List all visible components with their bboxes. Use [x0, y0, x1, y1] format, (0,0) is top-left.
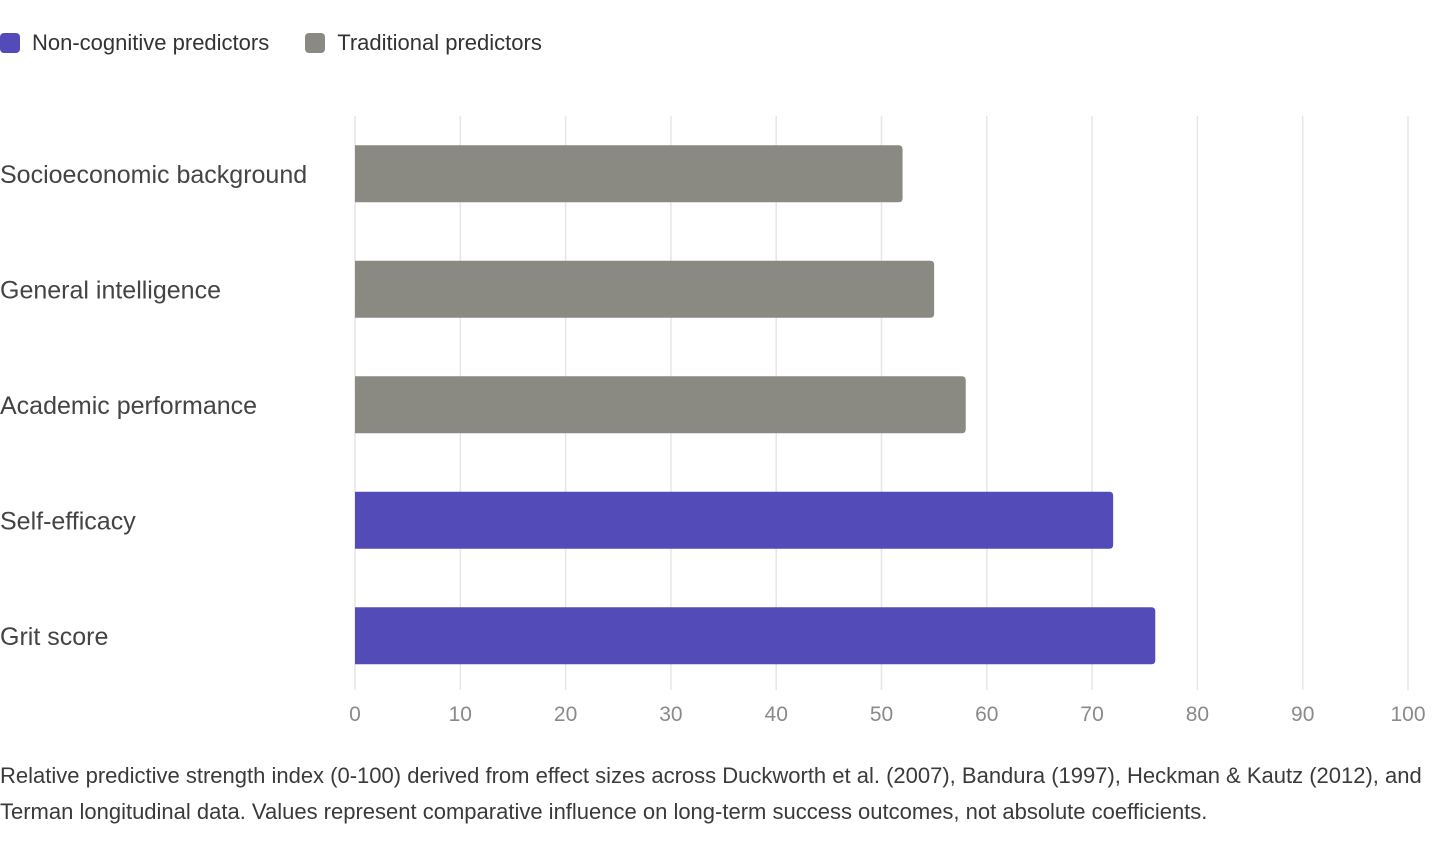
bars [355, 145, 1156, 665]
category-label: Academic performance [0, 392, 257, 420]
legend-swatch-non-cognitive [0, 33, 20, 53]
chart-legend: Non-cognitive predictors Traditional pre… [0, 30, 542, 56]
x-tick-label: 70 [1080, 703, 1103, 726]
category-label: Grit score [0, 623, 108, 651]
x-tick-label: 0 [349, 703, 361, 726]
bar-socioeconomic-background[interactable] [355, 145, 903, 203]
category-label: Socioeconomic background [0, 161, 307, 189]
x-tick-label: 90 [1291, 703, 1314, 726]
legend-label-traditional: Traditional predictors [337, 30, 542, 55]
bar-academic-performance[interactable] [355, 376, 966, 434]
bar-self-efficacy[interactable] [355, 491, 1114, 549]
x-tick-label: 10 [449, 703, 472, 726]
category-labels: Socioeconomic background General intellig… [0, 161, 307, 651]
x-tick-label: 50 [870, 703, 893, 726]
bar-general-intelligence[interactable] [355, 260, 935, 318]
x-axis-tick-labels: 0 10 20 30 40 50 60 70 80 90 100 [349, 703, 1425, 726]
x-tick-label: 60 [975, 703, 998, 726]
x-tick-label: 80 [1186, 703, 1209, 726]
legend-swatch-traditional [305, 33, 326, 53]
legend-label-non-cognitive: Non-cognitive predictors [32, 30, 270, 55]
chart-caption: Relative predictive strength index (0-10… [0, 763, 1422, 824]
x-tick-label: 30 [659, 703, 682, 726]
x-tick-label: 20 [554, 703, 577, 726]
category-label: General intelligence [0, 276, 221, 304]
category-label: Self-efficacy [0, 507, 136, 535]
x-tick-label: 40 [765, 703, 788, 726]
legend-item-non-cognitive[interactable]: Non-cognitive predictors [0, 30, 269, 56]
bar-chart: Socioeconomic background General intellig… [0, 116, 1426, 726]
bar-grit-score[interactable] [355, 607, 1156, 665]
legend-item-traditional[interactable]: Traditional predictors [305, 30, 542, 56]
x-tick-label: 100 [1390, 703, 1425, 726]
